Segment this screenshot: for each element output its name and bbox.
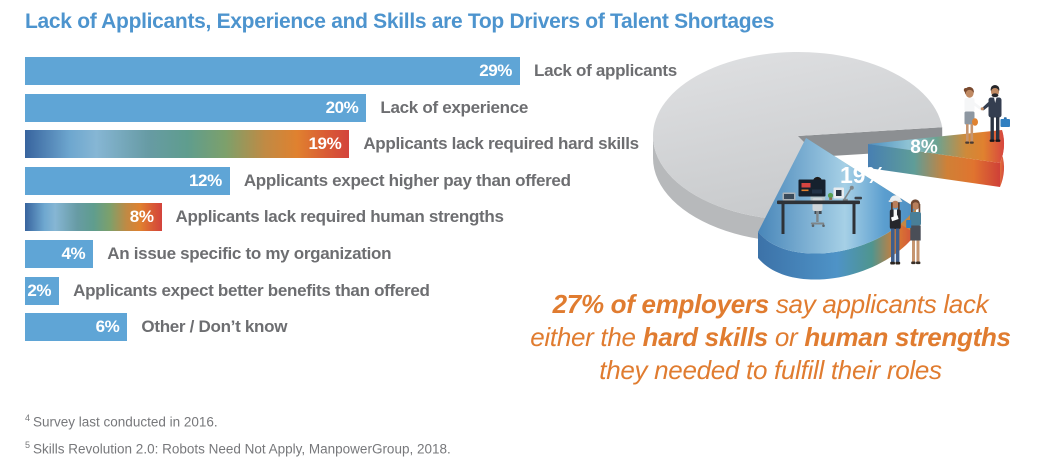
bar-row: 12% Applicants expect higher pay than off… [25, 166, 677, 195]
bar-category-label: Lack of applicants [534, 61, 677, 80]
callout-bold-human-strengths: human strengths [804, 322, 1011, 352]
callout-bold-27-percent: 27% of employers [552, 289, 770, 319]
bar: 12% [25, 166, 230, 195]
footnote-1-text: Survey last conducted in 2016. [33, 414, 218, 430]
bar-value-label: 20% [325, 97, 359, 117]
bar-category-label: Applicants expect better benefits than o… [73, 280, 430, 300]
bar: 19% [25, 130, 350, 159]
worker-at-desk-illustration [777, 176, 862, 234]
bar-category-label: An issue specific to my organization [107, 243, 392, 263]
pie-chart: 19% 8% [652, 51, 1010, 280]
bar: 4% [25, 239, 94, 268]
bar-value-label: 4% [61, 243, 86, 263]
footnotes: 4 Survey last conducted in 2016. 5 Skills … [25, 407, 451, 460]
bar: 20% [25, 93, 367, 122]
page-title: Lack of Applicants, Experience and Skill… [25, 10, 775, 33]
bar: 8% [25, 203, 162, 232]
callout-line-1: 27% of employers say applicants lack [498, 288, 1043, 321]
bar-category-label: Applicants lack required hard skills [363, 134, 639, 154]
footnote-1-sup: 4 [25, 413, 31, 423]
callout-bold-hard-skills: hard skills [642, 322, 769, 352]
bar-row: 8% Applicants lack required human strengt… [25, 203, 677, 232]
pie-slice-19-label: 19% [840, 162, 886, 188]
bar-row: 19% Applicants lack required hard skills [25, 130, 677, 159]
bar-category-label: Other / Don’t know [141, 317, 288, 337]
footnote-2: 5 Skills Revolution 2.0: Robots Need Not … [25, 434, 451, 461]
bar: 6% [25, 313, 128, 342]
callout-line-2: either the hard skills or human strength… [498, 321, 1043, 354]
bar-row: 6% Other / Don’t know [25, 313, 677, 342]
callout-text: 27% of employers say applicants lack eit… [498, 288, 1043, 387]
callout-line-2-pre: either the [530, 322, 643, 352]
bar-row: 4% An issue specific to my organization [25, 239, 677, 268]
bar-value-label: 6% [95, 317, 120, 337]
bar-row: 20% Lack of experience [25, 93, 677, 122]
handshake-illustration [963, 85, 1010, 144]
bar: 29% [25, 57, 521, 85]
bar-value-label: 29% [479, 61, 513, 80]
callout-line-2-mid: or [767, 322, 805, 352]
bar-row: 2% Applicants expect better benefits than… [25, 276, 677, 305]
bar-row: 29% Lack of applicants [25, 57, 677, 85]
footnote-1: 4 Survey last conducted in 2016. [25, 407, 451, 434]
bar-category-label: Applicants expect higher pay than offere… [243, 170, 571, 190]
callout-line-3: they needed to fulfill their roles [599, 355, 942, 385]
bar: 2% [25, 276, 60, 305]
footnote-2-text: Skills Revolution 2.0: Robots Need Not A… [33, 441, 451, 456]
two-workers-illustration [888, 195, 921, 265]
bar-value-label: 8% [129, 207, 154, 227]
bar-chart-rows: 29% Lack of applicants 20% Lack of experien… [25, 57, 677, 342]
bar-category-label: Applicants lack required human strengths [175, 207, 504, 227]
pie-slice-8 [868, 130, 1005, 187]
bar-value-label: 12% [189, 170, 222, 190]
bar-category-label: Lack of experience [380, 97, 529, 117]
bar-value-label: 2% [27, 280, 52, 300]
callout-line-1-rest: say applicants lack [768, 289, 989, 319]
bar-chart: 29% Lack of applicants 20% Lack of experien… [25, 57, 677, 350]
footnote-2-sup: 5 [25, 439, 31, 450]
pie-slice-8-label: 8% [910, 137, 938, 158]
bar-value-label: 19% [308, 134, 342, 154]
